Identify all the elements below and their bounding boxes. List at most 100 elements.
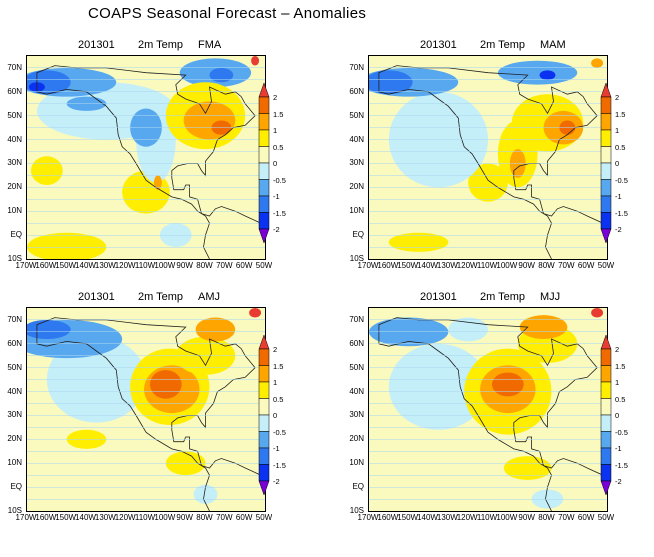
colorbar-label: -2 bbox=[273, 225, 280, 234]
colorbar-segment bbox=[258, 146, 270, 164]
colorbar-label: 0 bbox=[615, 159, 620, 168]
anomaly-contour bbox=[153, 175, 162, 190]
lon-tick-label: 120W bbox=[456, 261, 478, 270]
panel-season: AMJ bbox=[198, 291, 220, 303]
colorbar-segment bbox=[600, 447, 612, 465]
colorbar-label: -2 bbox=[615, 225, 622, 234]
colorbar-segment bbox=[600, 146, 612, 164]
panel-date: 201301 bbox=[78, 291, 115, 303]
lon-tick-label: 170W bbox=[357, 513, 379, 522]
colorbar-label: -2 bbox=[615, 477, 622, 486]
lat-tick-label: 10N bbox=[7, 458, 22, 468]
colorbar-segment bbox=[600, 431, 612, 449]
colorbar-segment bbox=[600, 348, 612, 366]
lon-tick-label: 150W bbox=[55, 261, 77, 270]
colorbar-segment bbox=[600, 464, 612, 482]
colorbar-legend: 2 1.5 1 0.5 0 -0.5 -1 -1.5 -2 bbox=[599, 335, 639, 495]
colorbar-segment bbox=[600, 96, 612, 114]
anomaly-contour bbox=[66, 96, 107, 111]
colorbar-label: 1.5 bbox=[273, 361, 284, 371]
panel-variable: 2m Temp bbox=[480, 39, 526, 51]
colorbar bbox=[600, 335, 612, 495]
lon-tick-label: 70W bbox=[558, 513, 575, 522]
colorbar-label: -2 bbox=[273, 477, 280, 486]
colorbar-label: -1.5 bbox=[273, 460, 286, 470]
colorbar-label: -1 bbox=[615, 192, 622, 201]
lon-tick-label: 90W bbox=[518, 261, 535, 270]
panel-season: MJJ bbox=[540, 291, 561, 303]
anomaly-contour bbox=[531, 489, 564, 509]
colorbar-label: -1.5 bbox=[615, 460, 628, 470]
panel-variable: 2m Temp bbox=[480, 291, 526, 303]
lon-tick-label: 130W bbox=[436, 261, 458, 270]
colorbar-segment bbox=[600, 162, 612, 180]
lat-tick-label: 20N bbox=[7, 182, 22, 192]
lat-tick-label: EQ bbox=[352, 230, 364, 240]
anomaly-contour bbox=[559, 120, 576, 135]
lon-tick-label: 110W bbox=[134, 513, 156, 522]
colorbar-legend: 2 1.5 1 0.5 0 -0.5 -1 -1.5 -2 bbox=[257, 335, 297, 495]
colorbar-label: -1.5 bbox=[615, 208, 628, 218]
panel-variable: 2m Temp bbox=[138, 39, 184, 51]
anomaly-contour bbox=[388, 91, 488, 188]
lat-tick-label: 10S bbox=[349, 254, 364, 263]
lon-tick-label: 150W bbox=[397, 261, 419, 270]
anomaly-map bbox=[27, 308, 265, 511]
colorbar-label: -0.5 bbox=[273, 175, 286, 185]
colorbar-label: 0.5 bbox=[273, 142, 284, 152]
anomaly-contour bbox=[249, 308, 262, 318]
forecast-panel-mam: 201301 2m Temp MAM 70N 60N 50N 40N 30N 20N 10N EQ 1… bbox=[342, 39, 654, 305]
colorbar bbox=[600, 83, 612, 243]
lon-tick-label: 90W bbox=[176, 261, 193, 270]
colorbar-segment bbox=[258, 113, 270, 131]
anomaly-contour bbox=[195, 317, 236, 342]
colorbar-segment bbox=[600, 113, 612, 131]
anomaly-contour bbox=[509, 149, 526, 178]
anomaly-contour bbox=[30, 156, 63, 185]
lon-tick-label: 160W bbox=[35, 513, 57, 522]
colorbar-label: -0.5 bbox=[615, 427, 628, 437]
figure-title: COAPS Seasonal Forecast – Anomalies bbox=[88, 5, 367, 22]
lon-tick-label: 60W bbox=[577, 261, 595, 270]
lat-tick-label: 30N bbox=[349, 410, 364, 420]
lon-tick-label: 170W bbox=[357, 261, 379, 270]
colorbar-label: 1 bbox=[615, 378, 620, 387]
colorbar-segment bbox=[600, 414, 612, 432]
colorbar-segment bbox=[258, 348, 270, 366]
colorbar-label: 0.5 bbox=[273, 394, 284, 404]
lon-tick-label: 170W bbox=[15, 513, 37, 522]
colorbar-label: -1.5 bbox=[273, 208, 286, 218]
colorbar-min-arrow bbox=[258, 480, 270, 495]
anomaly-contour bbox=[251, 56, 260, 66]
panel-variable: 2m Temp bbox=[138, 291, 184, 303]
colorbar bbox=[258, 83, 270, 243]
lon-tick-label: 110W bbox=[476, 261, 498, 270]
lon-tick-label: 140W bbox=[75, 513, 96, 522]
panel-season: MAM bbox=[540, 39, 566, 51]
lat-tick-label: 50N bbox=[349, 110, 364, 120]
lon-tick-label: 100W bbox=[496, 513, 518, 522]
lon-tick-label: 90W bbox=[518, 513, 535, 522]
colorbar-min-arrow bbox=[258, 228, 270, 243]
lat-tick-label: 30N bbox=[349, 158, 364, 168]
lat-tick-label: EQ bbox=[10, 482, 22, 492]
lat-tick-label: 10S bbox=[7, 506, 22, 515]
lat-tick-label: EQ bbox=[352, 482, 364, 492]
anomaly-contour bbox=[491, 372, 524, 397]
lat-tick-label: 70N bbox=[7, 314, 22, 324]
lat-tick-label: 10N bbox=[7, 206, 22, 216]
colorbar-label: 1 bbox=[615, 126, 620, 135]
lat-tick-label: 20N bbox=[349, 182, 364, 192]
map-frame bbox=[368, 55, 608, 260]
lat-tick-label: 30N bbox=[7, 158, 22, 168]
lon-tick-label: 50W bbox=[255, 513, 273, 522]
lon-tick-label: 90W bbox=[176, 513, 193, 522]
lat-tick-label: 10N bbox=[349, 458, 364, 468]
colorbar-label: 2 bbox=[615, 345, 620, 354]
lat-tick-label: 20N bbox=[349, 434, 364, 444]
colorbar-segment bbox=[600, 195, 612, 213]
anomaly-contour bbox=[130, 108, 162, 147]
lon-tick-label: 120W bbox=[114, 261, 136, 270]
lon-tick-label: 160W bbox=[377, 513, 399, 522]
anomaly-map bbox=[369, 58, 607, 259]
